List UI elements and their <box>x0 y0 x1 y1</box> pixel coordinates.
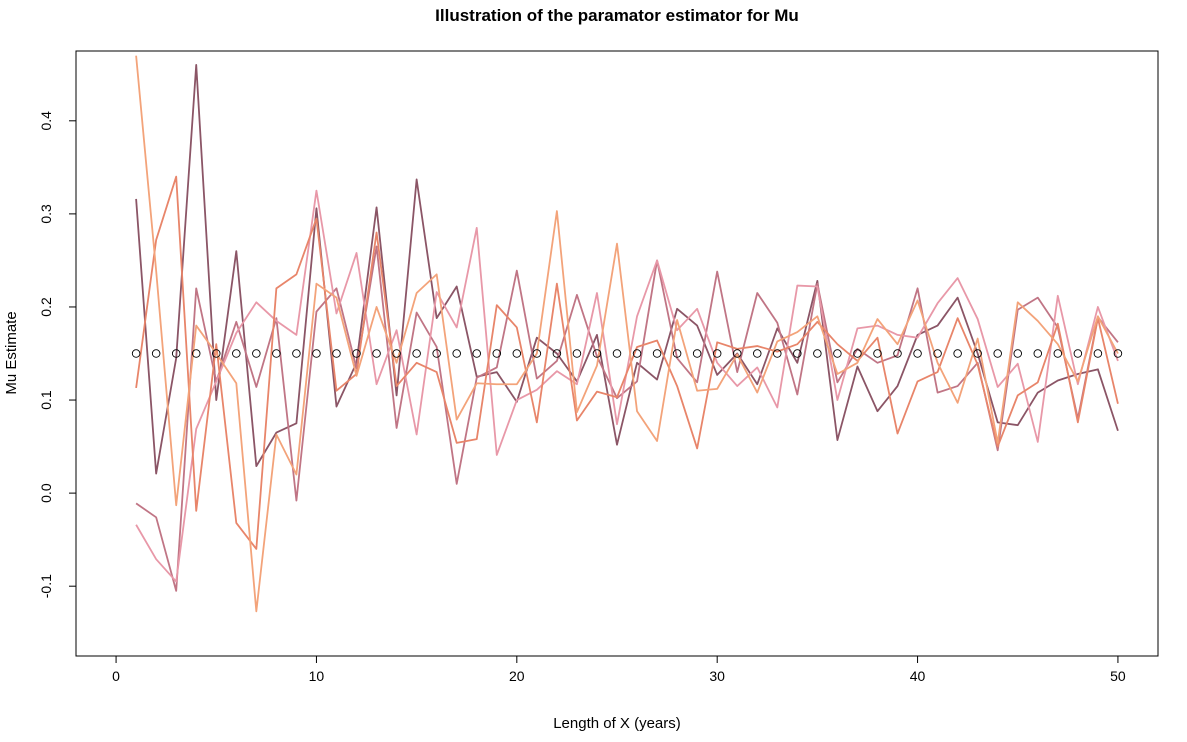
reference-points-layer <box>131 349 1123 358</box>
reference-point <box>352 349 361 358</box>
x-tick-label: 0 <box>112 668 120 684</box>
x-axis: 0 10 20 30 40 50 <box>112 655 1126 684</box>
reference-point <box>452 349 461 358</box>
reference-point <box>793 349 802 358</box>
x-tick-label: 50 <box>1110 668 1126 684</box>
series-line-5 <box>135 55 1119 613</box>
reference-point <box>191 349 201 358</box>
reference-point <box>432 349 441 358</box>
reference-point <box>632 349 642 358</box>
reference-point <box>753 349 762 358</box>
reference-point <box>1093 349 1103 358</box>
reference-point <box>592 349 602 358</box>
reference-point <box>512 349 522 358</box>
reference-point <box>913 349 922 358</box>
x-tick-label: 20 <box>509 668 525 684</box>
reference-point <box>732 349 742 358</box>
reference-point <box>612 349 622 358</box>
reference-point <box>552 349 562 358</box>
reference-point <box>993 349 1002 358</box>
y-tick-label: 0.3 <box>38 204 54 224</box>
reference-point <box>893 349 902 358</box>
series-line-4 <box>135 175 1119 550</box>
reference-point <box>1113 349 1123 358</box>
reference-point <box>712 349 722 358</box>
y-tick-label: -0.1 <box>38 574 54 598</box>
reference-point <box>292 349 301 358</box>
reference-point <box>933 349 942 358</box>
plot-frame <box>75 50 1159 657</box>
y-tick-label: 0.1 <box>38 390 54 410</box>
reference-point <box>131 349 141 358</box>
reference-point <box>833 349 842 358</box>
y-tick-label: 0.4 <box>38 111 54 131</box>
reference-point <box>813 349 822 358</box>
reference-point <box>1073 349 1083 358</box>
reference-point <box>572 349 582 358</box>
x-tick-label: 30 <box>709 668 725 684</box>
reference-point <box>973 349 982 358</box>
reference-point <box>312 349 321 358</box>
y-axis: -0.1 0.0 0.1 0.2 0.3 0.4 <box>38 111 77 598</box>
y-tick-label: 0.2 <box>38 297 54 317</box>
y-tick-label: 0.0 <box>38 483 54 503</box>
reference-point <box>1033 349 1043 358</box>
x-tick-label: 10 <box>309 668 325 684</box>
reference-point <box>412 349 421 358</box>
series-layer <box>135 55 1119 613</box>
series-line-2 <box>135 245 1119 592</box>
reference-point <box>392 349 401 358</box>
reference-point <box>332 349 341 358</box>
reference-point <box>212 349 221 358</box>
reference-point <box>372 349 381 358</box>
reference-point <box>1013 349 1022 358</box>
reference-point <box>1053 349 1063 358</box>
reference-point <box>873 349 882 358</box>
reference-point <box>853 349 862 358</box>
reference-point <box>692 349 702 358</box>
reference-point <box>232 349 241 358</box>
reference-point <box>953 349 962 358</box>
reference-point <box>171 349 181 358</box>
series-line-1 <box>135 64 1119 475</box>
reference-point <box>672 349 682 358</box>
reference-point <box>472 349 481 358</box>
chart-title: Illustration of the paramator estimator … <box>435 6 799 25</box>
reference-point <box>532 349 542 358</box>
y-axis-label: Mu Estimate <box>3 311 20 394</box>
x-axis-label: Length of X (years) <box>553 715 681 732</box>
reference-point <box>492 349 502 358</box>
reference-point <box>773 349 782 358</box>
reference-point <box>252 349 261 358</box>
reference-point <box>272 349 281 358</box>
reference-point <box>151 349 161 358</box>
reference-point <box>652 349 662 358</box>
x-tick-label: 40 <box>910 668 926 684</box>
